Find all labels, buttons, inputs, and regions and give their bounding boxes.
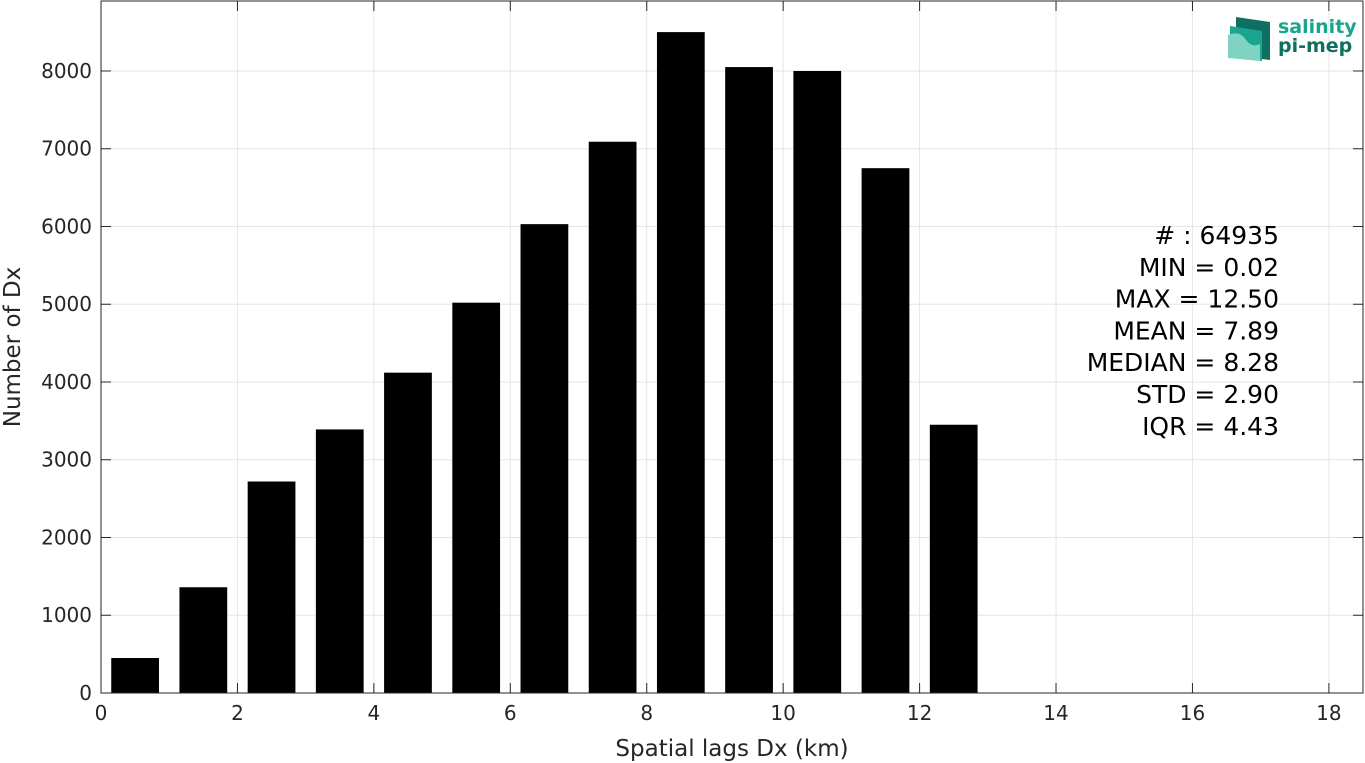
y-tick-label: 8000 <box>41 59 92 83</box>
logo-text-salinity: salinity <box>1278 16 1357 38</box>
plot-frame <box>100 0 1364 694</box>
y-tick-label: 4000 <box>41 370 92 394</box>
x-tick-label: 6 <box>504 701 517 725</box>
x-tick-label: 18 <box>1316 701 1341 725</box>
x-tick-label: 4 <box>367 701 380 725</box>
histogram-bar <box>315 429 364 693</box>
stat-line: MIN = 0.02 <box>1139 253 1279 282</box>
histogram-bar <box>656 32 705 693</box>
logo-text-pi-mep: pi-mep <box>1278 35 1352 57</box>
histogram-bar <box>111 658 159 693</box>
y-tick-label: 7000 <box>41 137 92 161</box>
x-tick-label: 12 <box>907 701 932 725</box>
histogram-bar <box>861 168 910 694</box>
y-tick-label: 5000 <box>41 292 92 316</box>
histogram-bar <box>588 141 637 693</box>
histogram-bar <box>384 372 432 693</box>
y-tick-labels: 0 1000 2000 3000 4000 5000 6000 7000 8000 <box>41 59 92 705</box>
y-tick-label: 3000 <box>41 448 92 472</box>
x-tick-label: 2 <box>231 701 244 725</box>
stat-line: STD = 2.90 <box>1136 380 1279 409</box>
y-axis-label: Number of Dx <box>0 267 26 428</box>
x-tick-label: 16 <box>1180 701 1205 725</box>
y-tick-label: 2000 <box>41 525 92 549</box>
x-tick-label: 8 <box>640 701 653 725</box>
stat-line: IQR = 4.43 <box>1142 412 1279 441</box>
x-tick-label: 10 <box>770 701 795 725</box>
x-tick-labels: 0 2 4 6 8 10 12 14 16 18 <box>95 701 1342 725</box>
stat-line: MAX = 12.50 <box>1115 285 1279 314</box>
histogram-bar <box>247 481 296 693</box>
histogram-bar <box>793 70 842 693</box>
x-tick-label: 14 <box>1043 701 1068 725</box>
x-axis-label: Spatial lags Dx (km) <box>615 736 848 762</box>
histogram-bar <box>452 302 501 693</box>
histogram-bar <box>725 67 773 693</box>
y-tick-label: 0 <box>79 681 92 705</box>
wave-logo-icon <box>1228 17 1270 61</box>
stat-line: # : 64935 <box>1154 221 1279 250</box>
bars <box>111 32 978 694</box>
x-tick-label: 0 <box>95 701 108 725</box>
histogram-bar <box>179 587 228 693</box>
stat-line: MEDIAN = 8.28 <box>1087 348 1279 377</box>
stat-line: MEAN = 7.89 <box>1113 316 1279 345</box>
y-tick-label: 6000 <box>41 214 92 238</box>
histogram-bar <box>929 424 978 693</box>
salinity-pi-mep-logo: salinity pi-mep <box>1228 16 1357 61</box>
axes <box>100 0 1364 694</box>
y-tick-label: 1000 <box>41 603 92 627</box>
histogram-bar <box>520 224 569 693</box>
